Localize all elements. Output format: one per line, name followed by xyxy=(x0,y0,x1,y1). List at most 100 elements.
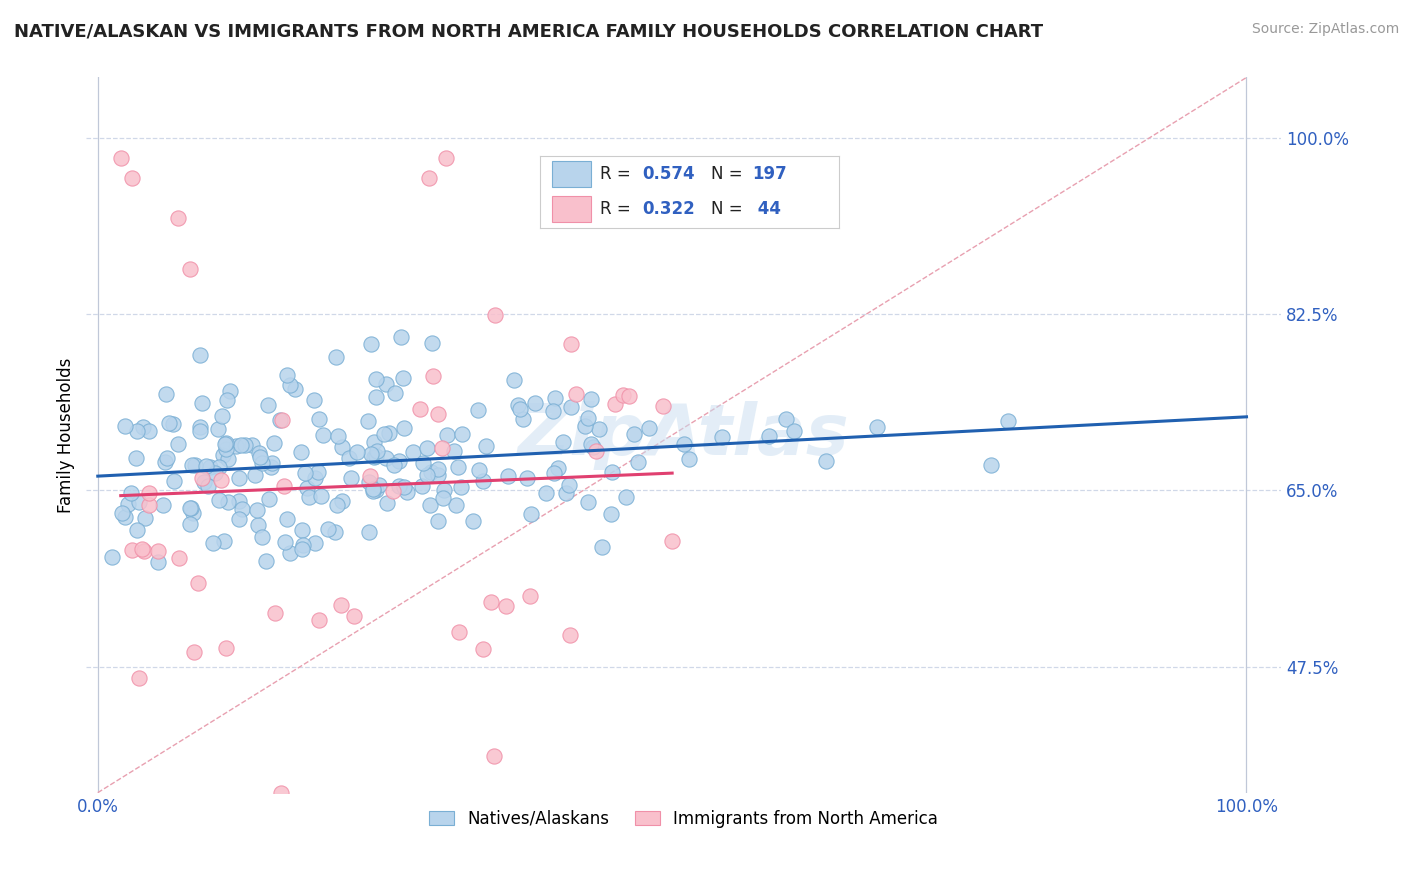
Point xyxy=(156,451,179,466)
Point xyxy=(451,427,474,442)
Point xyxy=(560,628,582,642)
Point xyxy=(121,542,143,557)
Point xyxy=(304,392,326,407)
Point xyxy=(304,471,326,485)
Point xyxy=(997,414,1019,428)
Point xyxy=(381,483,404,498)
Point xyxy=(128,671,150,685)
Point xyxy=(427,514,450,528)
Point xyxy=(576,411,599,425)
Point xyxy=(363,450,385,465)
Point xyxy=(121,171,143,186)
Point xyxy=(307,465,329,479)
Point xyxy=(111,507,134,521)
Point xyxy=(558,478,581,492)
Point xyxy=(449,624,471,639)
Point xyxy=(134,511,156,525)
Point xyxy=(298,490,321,504)
Point xyxy=(187,575,209,590)
Point xyxy=(183,645,205,659)
Point xyxy=(276,368,298,382)
Point xyxy=(270,786,292,800)
Point xyxy=(363,434,385,449)
Point xyxy=(392,421,415,435)
Point xyxy=(430,441,453,455)
Point xyxy=(278,546,301,560)
Point xyxy=(579,392,602,406)
Point xyxy=(420,465,443,479)
Point xyxy=(481,595,503,609)
Point xyxy=(444,498,467,512)
Point xyxy=(467,403,489,417)
Point xyxy=(273,479,295,493)
Point xyxy=(180,458,202,472)
Point xyxy=(217,392,239,407)
Point xyxy=(498,468,520,483)
Point xyxy=(217,495,239,509)
Point xyxy=(547,461,569,475)
Point xyxy=(343,608,366,623)
Point xyxy=(565,387,588,401)
Point xyxy=(308,613,330,627)
Point xyxy=(146,555,169,569)
Point xyxy=(138,498,160,512)
Point xyxy=(325,498,347,512)
Point xyxy=(395,485,418,500)
Point xyxy=(543,466,565,480)
Point xyxy=(364,483,387,498)
Point xyxy=(202,535,225,549)
Point xyxy=(114,510,136,524)
Point xyxy=(325,351,347,365)
Point xyxy=(326,429,349,443)
Point xyxy=(215,640,238,655)
Point xyxy=(394,480,416,494)
Point xyxy=(758,429,780,443)
Point xyxy=(188,424,211,438)
Point xyxy=(270,413,292,427)
Point xyxy=(249,450,271,464)
Point xyxy=(309,489,332,503)
Point xyxy=(183,458,205,473)
Point xyxy=(330,441,353,455)
Point xyxy=(200,460,222,475)
Point xyxy=(269,413,291,427)
Point xyxy=(191,396,214,410)
Point xyxy=(167,211,190,226)
Point xyxy=(361,483,384,497)
Point xyxy=(402,445,425,459)
Point xyxy=(652,399,675,413)
Point xyxy=(215,442,238,456)
Point xyxy=(128,495,150,509)
Point xyxy=(678,452,700,467)
Point xyxy=(367,478,389,492)
Point xyxy=(125,450,148,465)
Point xyxy=(308,411,330,425)
Point xyxy=(375,450,398,465)
Point xyxy=(432,491,454,505)
Point xyxy=(155,386,177,401)
Point xyxy=(637,421,659,435)
Point xyxy=(357,414,380,428)
Point xyxy=(138,486,160,500)
Text: Source: ZipAtlas.com: Source: ZipAtlas.com xyxy=(1251,22,1399,37)
Point xyxy=(167,550,190,565)
Point xyxy=(815,454,838,468)
Point xyxy=(127,425,149,439)
Point xyxy=(214,436,236,450)
Point xyxy=(506,398,529,412)
Point xyxy=(330,493,353,508)
Point xyxy=(388,454,411,468)
Point xyxy=(323,524,346,539)
Point xyxy=(388,478,411,492)
Point xyxy=(211,473,233,487)
Point xyxy=(292,538,315,552)
Point xyxy=(576,495,599,509)
Point xyxy=(138,424,160,438)
Point xyxy=(484,308,506,322)
Point xyxy=(360,336,382,351)
Point xyxy=(114,419,136,434)
Point xyxy=(278,378,301,392)
Point xyxy=(188,420,211,434)
Point xyxy=(208,492,231,507)
Point xyxy=(264,606,287,620)
